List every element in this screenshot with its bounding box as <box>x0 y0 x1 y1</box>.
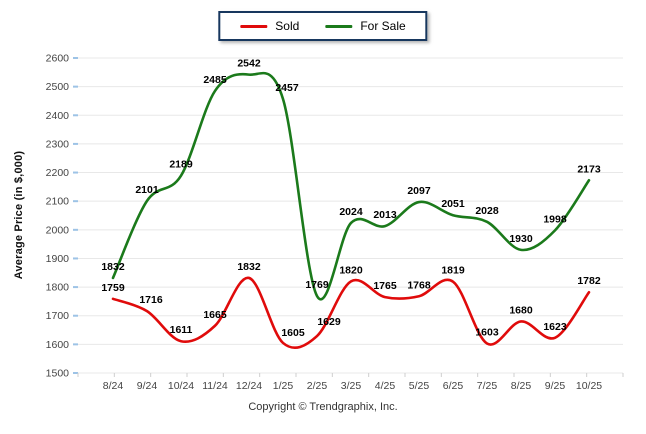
y-tick-label: 1500 <box>46 368 70 380</box>
y-tick-label: 1800 <box>46 282 70 294</box>
chart-legend: Sold For Sale <box>218 11 428 41</box>
data-label-sold: 1759 <box>101 282 125 294</box>
legend-label-for-sale: For Sale <box>360 19 406 33</box>
y-tick-label: 1900 <box>46 253 70 265</box>
series-line-sold <box>111 276 591 350</box>
data-label-for-sale: 2485 <box>203 74 227 86</box>
y-tick-label: 2600 <box>46 53 70 65</box>
data-label-sold: 1716 <box>139 294 163 306</box>
data-label-for-sale: 1832 <box>101 261 125 273</box>
data-label-for-sale: 2173 <box>577 163 601 175</box>
data-label-for-sale: 2542 <box>237 58 261 70</box>
x-tick-label: 4/25 <box>375 380 396 392</box>
x-tick-label: 12/24 <box>236 380 262 392</box>
data-label-for-sale: 1998 <box>543 213 567 225</box>
copyright-text: Copyright © Trendgraphix, Inc. <box>248 401 398 413</box>
legend-label-sold: Sold <box>275 19 300 33</box>
x-tick-label: 11/24 <box>202 380 228 392</box>
y-tick-label: 1700 <box>46 310 70 322</box>
y-tick-label: 2100 <box>46 196 70 208</box>
x-tick-label: 5/25 <box>409 380 430 392</box>
legend-item-for-sale: For Sale <box>325 19 406 33</box>
for-sale-line-swatch <box>325 24 353 28</box>
x-tick-label: 6/25 <box>443 380 464 392</box>
data-label-for-sale: 1769 <box>305 279 329 291</box>
y-tick-label: 2400 <box>46 110 70 122</box>
data-label-for-sale: 2457 <box>275 82 299 94</box>
data-label-for-sale: 2097 <box>407 185 431 197</box>
data-label-for-sale: 1930 <box>509 233 533 245</box>
y-tick-label: 1600 <box>46 339 70 351</box>
x-tick-label: 1/25 <box>273 380 294 392</box>
y-tick-label: 2000 <box>46 224 70 236</box>
y-tick-label: 2200 <box>46 167 70 179</box>
data-label-sold: 1680 <box>509 304 533 316</box>
x-tick-label: 8/25 <box>511 380 532 392</box>
data-label-for-sale: 2189 <box>169 159 193 171</box>
x-tick-label: 2/25 <box>307 380 328 392</box>
sold-line-swatch <box>240 24 268 28</box>
y-tick-label: 2300 <box>46 138 70 150</box>
data-label-sold: 1603 <box>475 327 499 339</box>
data-label-sold: 1782 <box>577 275 601 287</box>
data-label-for-sale: 2101 <box>135 184 159 196</box>
x-tick-label: 8/24 <box>103 380 124 392</box>
data-label-sold: 1623 <box>543 321 567 333</box>
data-label-sold: 1611 <box>170 324 193 336</box>
x-tick-label: 3/25 <box>341 380 362 392</box>
data-label-for-sale: 2028 <box>475 205 499 217</box>
data-label-sold: 1605 <box>281 327 305 339</box>
data-label-for-sale: 2051 <box>441 198 465 210</box>
series-line-for-sale <box>111 71 591 301</box>
y-tick-label: 2500 <box>46 81 70 93</box>
data-label-sold: 1768 <box>407 279 431 291</box>
data-label-sold: 1820 <box>339 264 363 276</box>
data-label-for-sale: 2024 <box>339 206 363 218</box>
x-tick-label: 7/25 <box>477 380 498 392</box>
data-label-for-sale: 2013 <box>373 209 397 221</box>
data-label-sold: 1819 <box>441 265 465 277</box>
x-tick-label: 9/25 <box>545 380 566 392</box>
x-tick-label: 9/24 <box>137 380 158 392</box>
legend-item-sold: Sold <box>240 20 299 32</box>
x-tick-label: 10/24 <box>168 380 194 392</box>
data-label-sold: 1832 <box>237 261 261 273</box>
x-tick-label: 10/25 <box>576 380 602 392</box>
data-label-sold: 1765 <box>373 280 397 292</box>
data-label-sold: 1629 <box>317 316 341 328</box>
data-label-sold: 1665 <box>203 309 227 321</box>
